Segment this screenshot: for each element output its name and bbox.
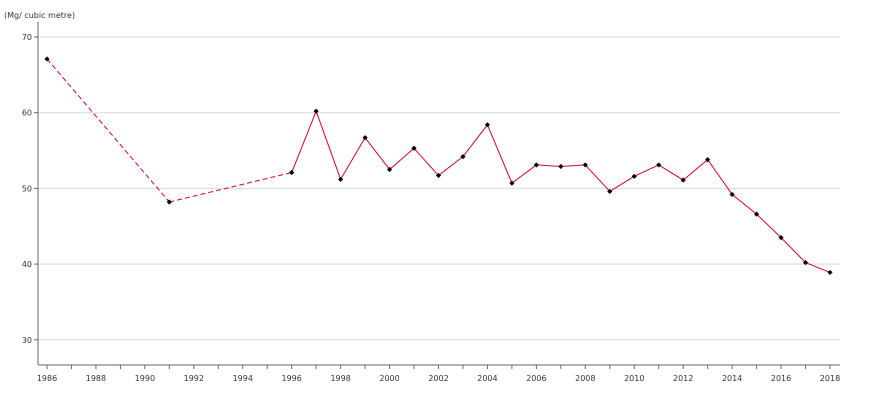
series-segment-2012-2013 (682, 159, 708, 181)
data-point-1997 (313, 108, 319, 114)
series-segment-1991-1996 (169, 172, 292, 203)
data-point-2010 (631, 173, 637, 179)
series-segment-2009-2010 (609, 175, 635, 192)
data-point-2015 (753, 211, 760, 217)
y-axis-unit-label: (Mg/ cubic metre) (4, 11, 76, 20)
x-axis-ticks: 1986 1988 1990 1992 1994 1996 1998 2000 2002 2004… (37, 365, 840, 383)
series-segment-2000-2001 (389, 147, 415, 170)
series-segment-2010-2011 (634, 164, 659, 177)
grid-lines (38, 36, 840, 341)
x-tick-label-1986: 1986 (37, 374, 57, 383)
x-tick-label-1992: 1992 (184, 374, 204, 383)
series-segment-2016-2017 (780, 237, 806, 263)
y-axis-ticks: 30 40 50 60 70 (22, 33, 38, 345)
data-point-1999 (362, 135, 368, 141)
data-point-2014 (729, 191, 735, 198)
x-tick-label-2004: 2004 (477, 374, 497, 383)
series-segment-2008-2009 (584, 164, 611, 192)
data-point-2000 (386, 166, 393, 173)
y-tick-label-70: 70 (22, 33, 32, 42)
x-tick-label-2010: 2010 (624, 374, 644, 383)
data-point-2005 (509, 180, 515, 186)
series-segment-1999-2000 (364, 137, 390, 170)
series-segment-2002-2003 (438, 156, 464, 176)
data-point-2009 (607, 188, 613, 195)
x-tick-label-1988: 1988 (86, 374, 106, 383)
x-tick-label-2016: 2016 (771, 374, 791, 383)
data-series (46, 58, 831, 273)
x-tick-label-2014: 2014 (722, 374, 742, 383)
data-point-2017 (802, 259, 809, 266)
data-point-2008 (582, 162, 588, 168)
series-segment-2015-2016 (756, 213, 782, 238)
series-segment-2001-2002 (413, 147, 439, 176)
data-point-2003 (460, 154, 466, 160)
x-tick-label-2002: 2002 (428, 374, 448, 383)
series-segment-2007-2008 (560, 164, 586, 167)
y-tick-label-60: 60 (22, 109, 32, 118)
series-segment-2013-2014 (707, 159, 733, 195)
x-tick-label-2006: 2006 (526, 374, 546, 383)
series-segment-2005-2006 (511, 164, 537, 184)
y-tick-label-40: 40 (22, 260, 32, 269)
x-tick-label-1990: 1990 (135, 374, 155, 383)
data-point-2007 (558, 163, 564, 170)
x-tick-label-2008: 2008 (575, 374, 595, 383)
series-segment-1997-1998 (315, 111, 342, 180)
data-point-2013 (705, 157, 711, 163)
data-point-1986 (44, 56, 50, 62)
data-point-2001 (411, 145, 417, 151)
series-segment-2006-2007 (536, 164, 561, 167)
series-segment-1996-1997 (291, 111, 317, 173)
x-tick-label-1994: 1994 (233, 374, 253, 383)
x-tick-label-2018: 2018 (820, 374, 840, 383)
x-tick-label-1998: 1998 (330, 374, 350, 383)
data-point-2002 (435, 172, 442, 179)
x-tick-label-1996: 1996 (282, 374, 302, 383)
data-point-2004 (484, 122, 491, 128)
series-segment-2017-2018 (805, 262, 831, 273)
series-segment-2014-2015 (731, 194, 757, 215)
series-segment-2011-2012 (658, 164, 684, 181)
data-point-1991 (166, 199, 172, 205)
axes (37, 22, 840, 366)
series-segment-1998-1999 (340, 137, 366, 180)
data-point-1998 (338, 176, 344, 182)
series-segment-2004-2005 (486, 124, 513, 184)
data-point-2011 (656, 162, 662, 168)
x-tick-label-2000: 2000 (379, 374, 399, 383)
series-segment-1986-1991 (46, 58, 170, 203)
data-point-2016 (778, 235, 784, 241)
x-tick-label-2012: 2012 (673, 374, 693, 383)
y-tick-label-30: 30 (22, 336, 32, 345)
data-point-2018 (827, 269, 833, 276)
y-tick-label-50: 50 (22, 184, 32, 193)
data-point-2012 (680, 177, 686, 183)
series-segment-2003-2004 (462, 124, 488, 157)
data-point-1996 (289, 169, 295, 176)
data-point-2006 (533, 162, 539, 168)
data-markers (44, 56, 833, 276)
